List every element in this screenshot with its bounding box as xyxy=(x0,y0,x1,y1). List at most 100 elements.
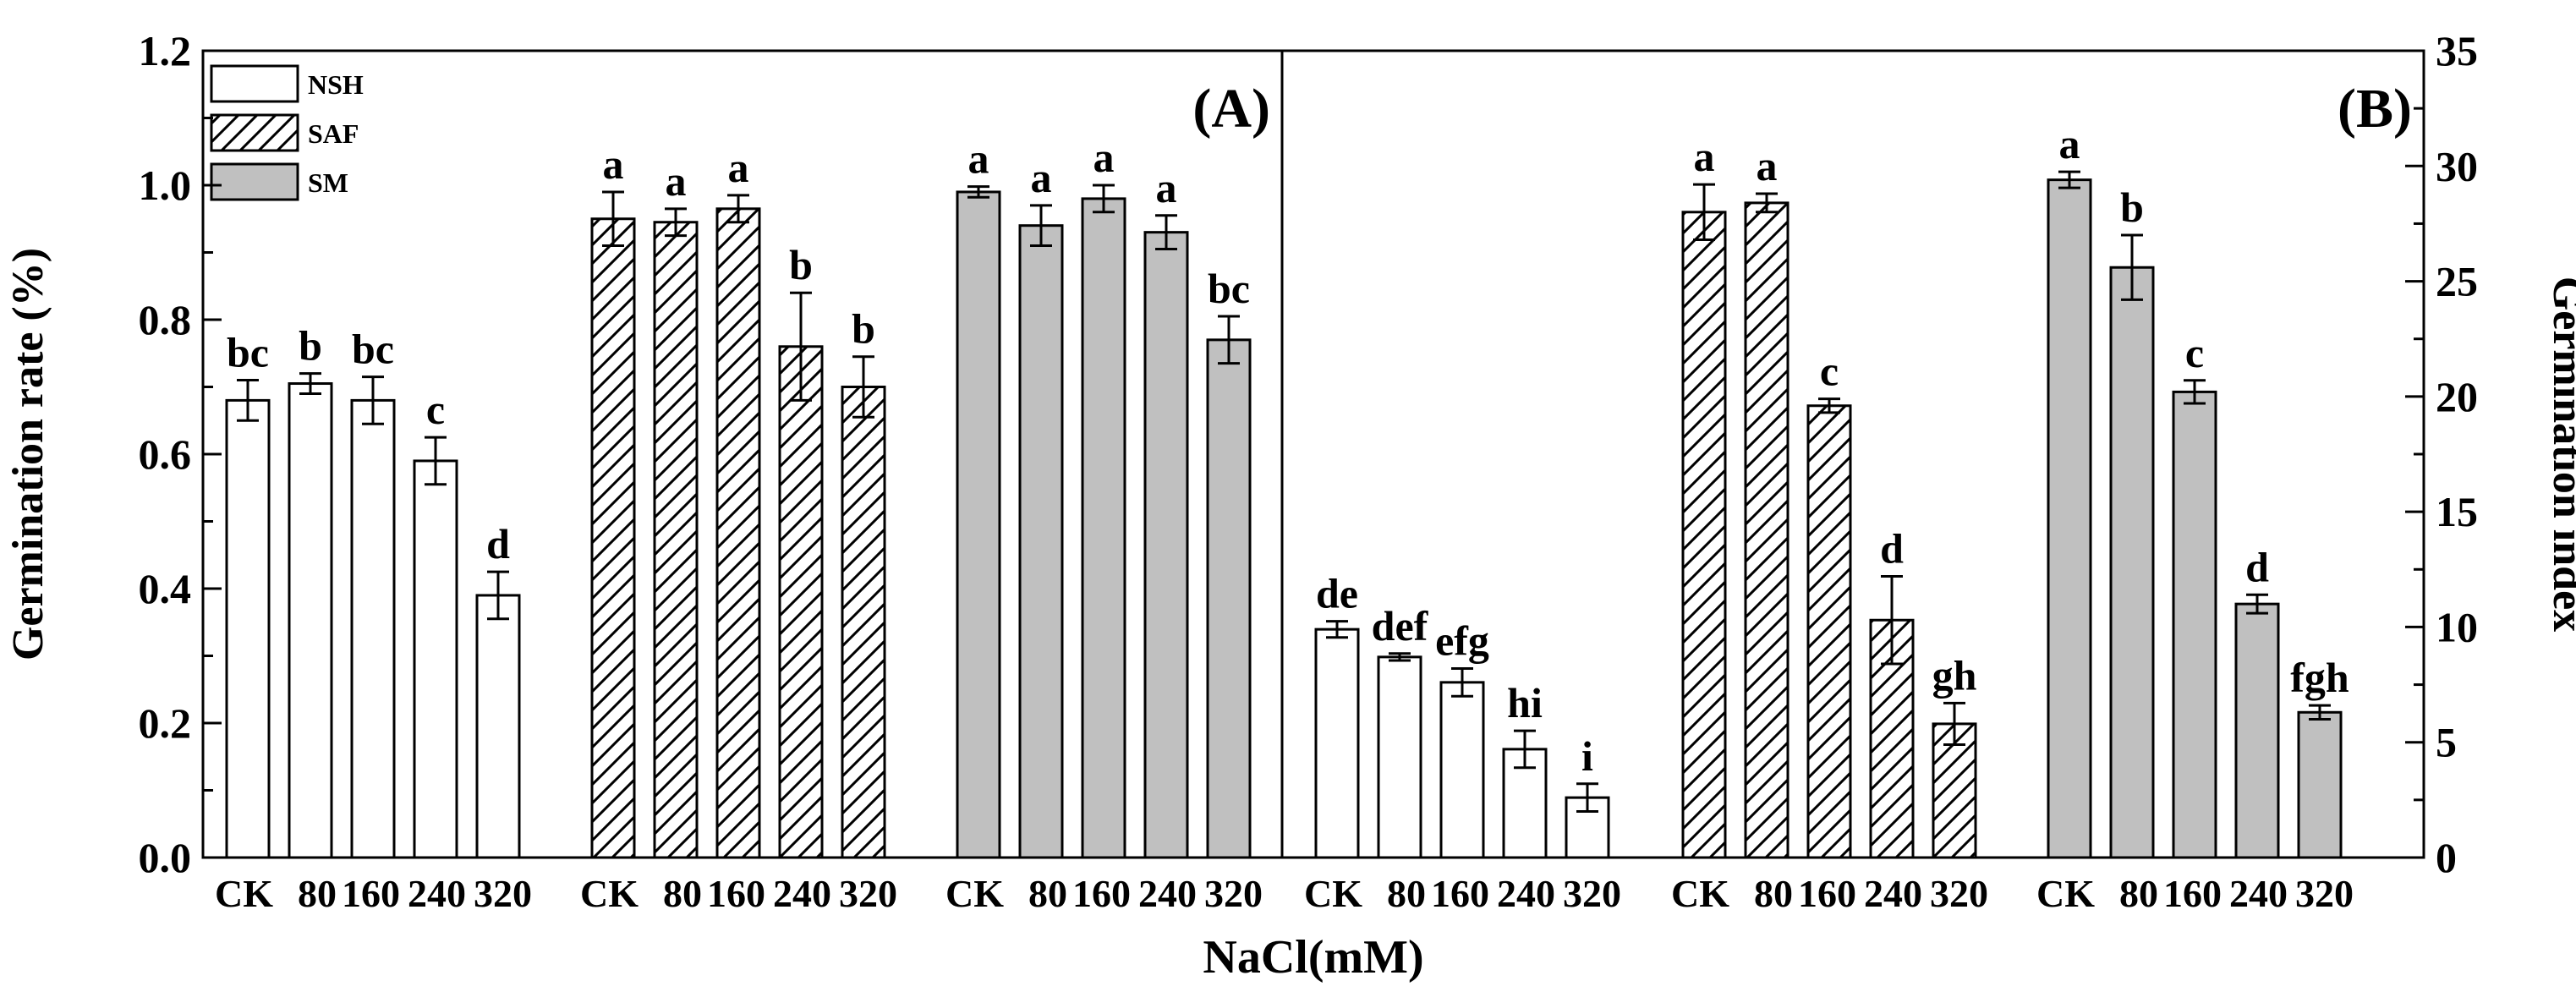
significance-letter: b xyxy=(2120,184,2144,231)
legend-swatch-nsh xyxy=(210,64,299,103)
bar-b-saf-160 xyxy=(1806,404,1852,859)
significance-letter: bc xyxy=(352,326,394,373)
category-label: 240 xyxy=(1138,872,1197,915)
significance-letter: a xyxy=(968,135,989,183)
significance-letter: a xyxy=(666,157,687,205)
significance-letter: bc xyxy=(1208,265,1250,312)
significance-letter: a xyxy=(1156,164,1177,211)
significance-letter: a xyxy=(1031,154,1052,201)
bar-a-nsh-80 xyxy=(288,382,333,859)
category-label: CK xyxy=(1304,872,1362,915)
category-label: 320 xyxy=(2295,872,2354,915)
bar-a-sm-ck xyxy=(956,190,1001,859)
significance-letter: i xyxy=(1581,732,1593,780)
bar-a-sm-320 xyxy=(1206,338,1252,859)
y-tick-label: 0.0 xyxy=(139,834,192,881)
category-label: 320 xyxy=(1563,872,1621,915)
significance-letter: b xyxy=(852,305,875,353)
category-label: 160 xyxy=(342,872,400,915)
legend-label-sm: SM xyxy=(308,167,348,198)
significance-letter: b xyxy=(789,241,813,288)
category-label: 80 xyxy=(1754,872,1793,915)
category-label: 240 xyxy=(1497,872,1555,915)
bar-b-sm-160 xyxy=(2172,390,2217,859)
bar-a-sm-80 xyxy=(1018,224,1064,859)
bar-b-nsh-80 xyxy=(1377,655,1422,859)
bar-a-nsh-ck xyxy=(225,398,271,859)
y-axis-title-left: Germination rate (%) xyxy=(4,248,52,660)
y-tick-label: 15 xyxy=(2436,488,2478,535)
category-label: 320 xyxy=(474,872,532,915)
category-label: 240 xyxy=(2229,872,2288,915)
category-label: 80 xyxy=(298,872,337,915)
bar-b-sm-80 xyxy=(2109,266,2155,859)
significance-letter: c xyxy=(426,386,445,433)
bar-b-sm-240 xyxy=(2234,602,2280,859)
bar-b-nsh-ck xyxy=(1314,628,1360,859)
y-tick-label: 25 xyxy=(2436,258,2478,305)
category-label: 80 xyxy=(663,872,702,915)
category-label: 240 xyxy=(408,872,466,915)
panel-label: (A) xyxy=(1192,78,1270,140)
significance-letter: d xyxy=(486,520,510,567)
category-label: 240 xyxy=(773,872,831,915)
legend-swatch-saf xyxy=(210,113,299,152)
y-tick-label: 0.2 xyxy=(139,699,192,747)
category-label: 240 xyxy=(1864,872,1922,915)
category-label: 320 xyxy=(839,872,897,915)
panel-label: (B) xyxy=(2338,78,2412,140)
category-label: 160 xyxy=(1431,872,1489,915)
bars-layer xyxy=(225,170,2343,859)
bar-a-saf-240 xyxy=(778,345,824,859)
significance-letter: c xyxy=(2185,329,2204,376)
y-tick-label: 20 xyxy=(2436,373,2478,420)
y-tick-label: 1.2 xyxy=(139,27,192,74)
category-label: CK xyxy=(580,872,639,915)
significance-letter: efg xyxy=(1435,617,1489,664)
significance-letter: def xyxy=(1372,602,1429,649)
significance-letter: b xyxy=(299,322,322,370)
significance-letter: hi xyxy=(1507,679,1543,726)
significance-letter: a xyxy=(728,144,749,191)
bar-b-sm-320 xyxy=(2297,710,2343,859)
legend: NSH SAF SM xyxy=(210,64,364,201)
category-label: CK xyxy=(2036,872,2095,915)
category-label: 80 xyxy=(1387,872,1426,915)
significance-letter: de xyxy=(1316,570,1358,617)
significance-letter: bc xyxy=(227,329,269,376)
significance-letter: a xyxy=(2059,120,2080,167)
bar-a-saf-160 xyxy=(715,207,761,859)
bar-a-saf-80 xyxy=(653,221,699,859)
category-label: CK xyxy=(945,872,1004,915)
y-tick-label: 10 xyxy=(2436,603,2478,650)
bar-a-saf-ck xyxy=(590,217,636,859)
category-label: 160 xyxy=(1072,872,1131,915)
legend-label-nsh: NSH xyxy=(308,69,364,100)
bar-a-nsh-160 xyxy=(350,398,396,859)
y-tick-label: 1.0 xyxy=(139,162,192,209)
bar-b-nsh-160 xyxy=(1439,681,1485,859)
x-axis-title: NaCl(mM) xyxy=(1203,931,1423,984)
significance-letter: gh xyxy=(1932,651,1977,699)
significance-letter: a xyxy=(603,140,624,188)
legend-swatch-sm xyxy=(210,162,299,201)
y-tick-label: 5 xyxy=(2436,719,2457,766)
category-label: 80 xyxy=(2119,872,2158,915)
bar-a-nsh-240 xyxy=(413,459,458,859)
bar-b-saf-80 xyxy=(1744,201,1789,859)
significance-letter: d xyxy=(2245,543,2269,590)
y-tick-label: 0 xyxy=(2436,834,2457,881)
category-label: CK xyxy=(1671,872,1729,915)
bar-a-saf-320 xyxy=(841,386,886,859)
axes-layer xyxy=(201,49,2425,859)
category-label: CK xyxy=(215,872,273,915)
significance-letter: c xyxy=(1820,348,1839,395)
significance-letter: a xyxy=(1093,134,1115,181)
category-label: 320 xyxy=(1204,872,1263,915)
bar-a-nsh-320 xyxy=(475,594,521,859)
category-label: 160 xyxy=(1798,872,1856,915)
significance-letter: a xyxy=(1757,142,1778,189)
significance-letter: fgh xyxy=(2290,654,2349,701)
